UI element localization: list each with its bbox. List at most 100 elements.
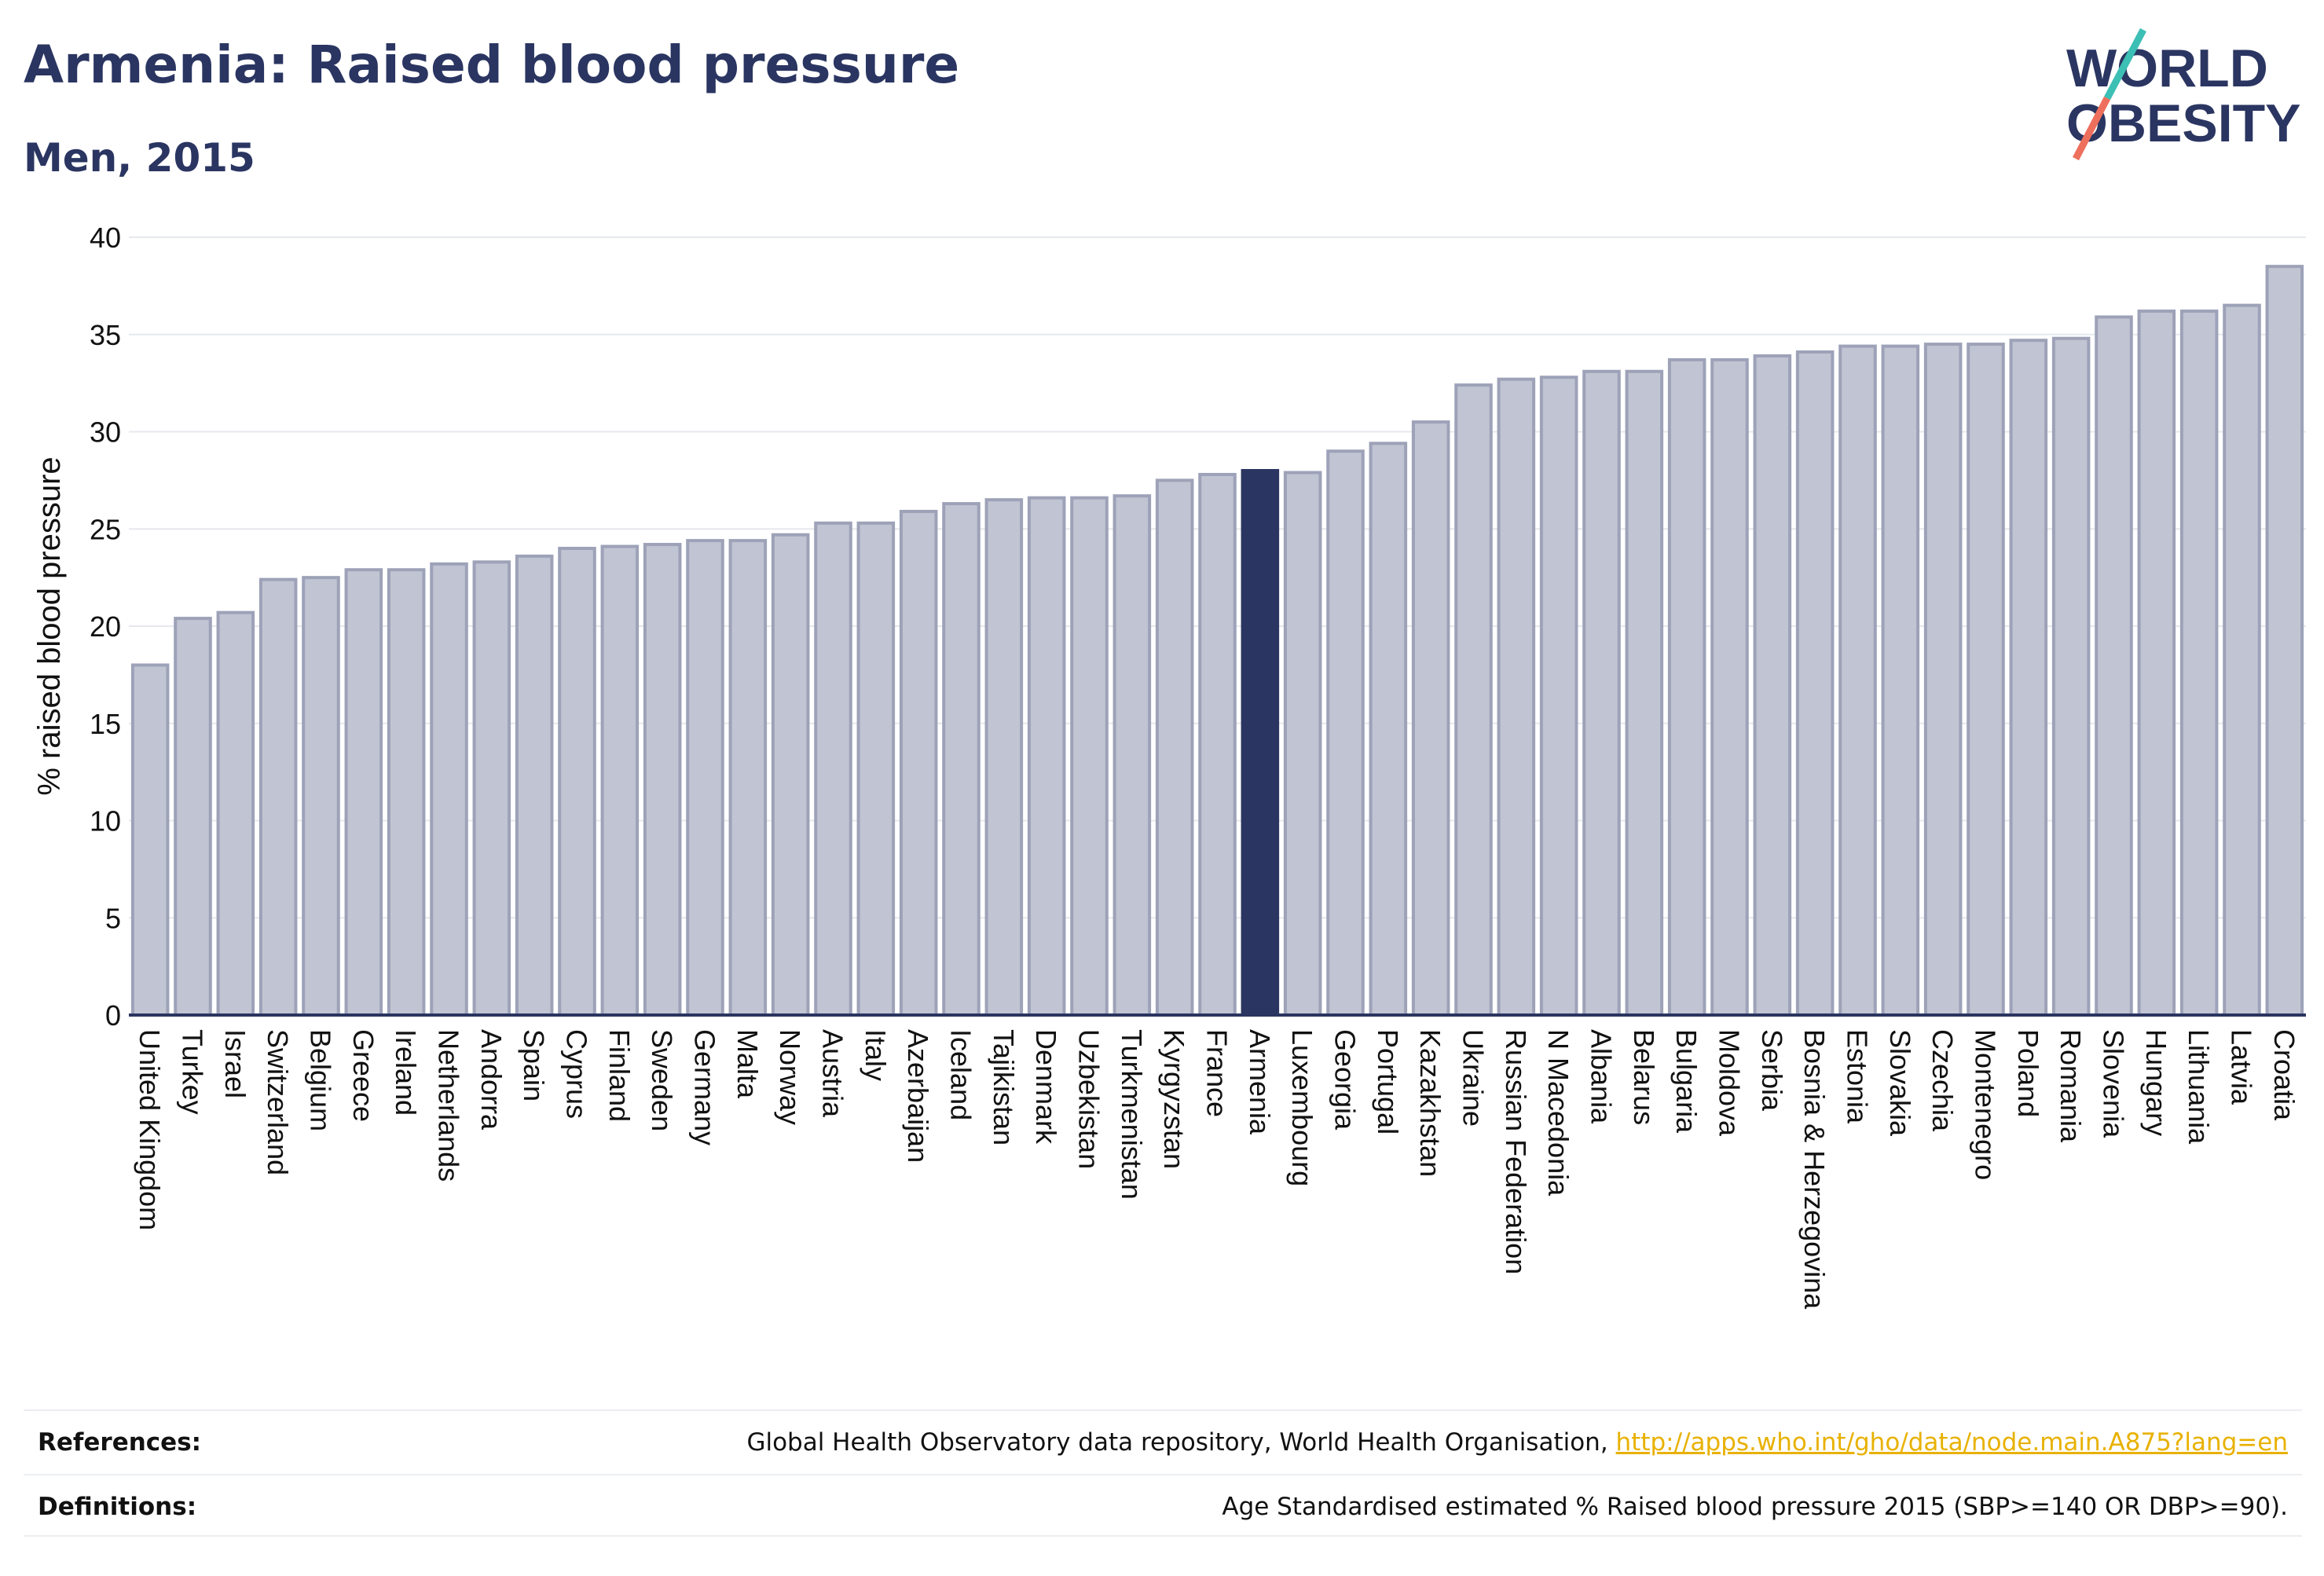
world-obesity-logo: WORLD OBESITY bbox=[2066, 27, 2301, 161]
x-tick-label: Portugal bbox=[1372, 1029, 1404, 1134]
y-axis-label: % raised blood pressure bbox=[32, 456, 67, 795]
bar bbox=[899, 509, 938, 1017]
x-tick-label: Netherlands bbox=[433, 1029, 465, 1182]
x-tick-label: N Macedonia bbox=[1542, 1029, 1574, 1197]
bar bbox=[2095, 315, 2133, 1017]
x-tick-label: Slovenia bbox=[2098, 1029, 2130, 1138]
x-tick-label: Austria bbox=[817, 1029, 849, 1118]
bar bbox=[2223, 303, 2261, 1017]
x-tick-label: Ireland bbox=[390, 1029, 422, 1116]
bar bbox=[1070, 496, 1109, 1017]
x-tick-label: Albania bbox=[1585, 1029, 1618, 1124]
x-tick-label: Croatia bbox=[2268, 1029, 2300, 1121]
bar bbox=[2009, 339, 2048, 1017]
bar bbox=[515, 554, 554, 1017]
bar bbox=[2179, 310, 2219, 1017]
bar bbox=[1241, 469, 1280, 1017]
bar bbox=[1710, 357, 1749, 1017]
x-tick-label: Malta bbox=[731, 1029, 764, 1099]
x-tick-label: Czechia bbox=[1926, 1029, 1959, 1132]
x-tick-label: Armenia bbox=[1244, 1029, 1276, 1135]
bar bbox=[1283, 471, 1322, 1017]
x-tick-label: Iceland bbox=[945, 1029, 977, 1120]
bar bbox=[686, 539, 724, 1017]
bar bbox=[387, 568, 426, 1017]
y-tick-label: 15 bbox=[90, 708, 121, 740]
footer-divider bbox=[24, 1535, 2302, 1537]
x-tick-label: Israel bbox=[219, 1029, 251, 1098]
bar bbox=[472, 560, 511, 1017]
logo-stroke-coral bbox=[2073, 96, 2110, 161]
bar bbox=[1497, 377, 1536, 1017]
x-tick-label: Moldova bbox=[1714, 1029, 1746, 1137]
x-tick-label: Lithuania bbox=[2183, 1029, 2215, 1145]
x-tick-label: Kazakhstan bbox=[1414, 1029, 1446, 1177]
x-tick-label: Cyprus bbox=[561, 1029, 593, 1119]
y-tick-label: 10 bbox=[90, 805, 121, 837]
y-tick-label: 20 bbox=[90, 610, 121, 643]
bar bbox=[258, 577, 298, 1017]
bar bbox=[600, 544, 640, 1017]
chart-title: Armenia: Raised blood pressure bbox=[24, 35, 960, 95]
bar bbox=[1198, 472, 1237, 1017]
bar bbox=[643, 543, 682, 1017]
x-tick-label: Denmark bbox=[1030, 1029, 1062, 1145]
x-tick-label: Russian Federation bbox=[1500, 1029, 1532, 1274]
x-tick-label: Serbia bbox=[1756, 1029, 1788, 1112]
bar bbox=[814, 521, 852, 1017]
x-tick-label: Uzbekistan bbox=[1073, 1029, 1105, 1169]
y-tick-label: 30 bbox=[90, 416, 121, 449]
bar bbox=[942, 502, 981, 1017]
bar bbox=[1838, 344, 1877, 1017]
x-tick-label: Switzerland bbox=[262, 1029, 294, 1175]
x-tick-label: Spain bbox=[518, 1029, 550, 1101]
bar bbox=[1155, 478, 1194, 1017]
x-tick-label: Germany bbox=[689, 1029, 721, 1145]
x-tick-label: Latvia bbox=[2226, 1029, 2258, 1105]
x-tick-label: Montenegro bbox=[1970, 1029, 2002, 1180]
x-tick-label: Estonia bbox=[1842, 1029, 1874, 1124]
bar bbox=[174, 617, 212, 1017]
x-tick-label: Azerbaijan bbox=[902, 1029, 934, 1163]
x-tick-label: Hungary bbox=[2140, 1029, 2172, 1136]
x-tick-label: Luxembourg bbox=[1286, 1029, 1318, 1186]
x-tick-label: Italy bbox=[860, 1029, 892, 1081]
x-tick-label: Bulgaria bbox=[1670, 1029, 1703, 1134]
bar bbox=[1795, 350, 1835, 1017]
bar bbox=[344, 568, 383, 1017]
bar bbox=[1027, 496, 1066, 1017]
x-tick-label: Kyrgyzstan bbox=[1158, 1029, 1190, 1169]
x-tick-label: Sweden bbox=[646, 1029, 678, 1131]
bar bbox=[1753, 354, 1792, 1017]
bar bbox=[1967, 343, 2005, 1017]
bar bbox=[984, 498, 1024, 1017]
bar bbox=[1923, 343, 1963, 1017]
bar bbox=[2265, 265, 2304, 1017]
x-tick-label: Bosnia & Herzegovina bbox=[1798, 1029, 1831, 1310]
references-link[interactable]: http://apps.who.int/gho/data/node.main.A… bbox=[1615, 1428, 2288, 1457]
bar bbox=[1881, 344, 1920, 1017]
y-tick-label: 25 bbox=[90, 513, 121, 545]
x-tick-label: Ukraine bbox=[1457, 1029, 1490, 1127]
references-label: References: bbox=[38, 1428, 202, 1457]
bar bbox=[1582, 369, 1621, 1017]
logo-stroke-teal bbox=[2104, 27, 2146, 101]
bar bbox=[1625, 369, 1664, 1017]
x-tick-label: Slovakia bbox=[1884, 1029, 1916, 1137]
x-tick-label: United Kingdom bbox=[134, 1029, 166, 1230]
references-value: Global Health Observatory data repositor… bbox=[746, 1428, 2288, 1457]
bar bbox=[771, 533, 810, 1017]
bar bbox=[216, 610, 255, 1017]
logo-line1: WORLD bbox=[2066, 38, 2268, 98]
bar bbox=[728, 539, 768, 1017]
bar bbox=[302, 576, 340, 1017]
bar bbox=[1454, 383, 1493, 1017]
chart-subtitle: Men, 2015 bbox=[24, 135, 255, 181]
bar bbox=[130, 663, 170, 1017]
x-tick-label: Belgium bbox=[305, 1029, 337, 1131]
x-tick-label: Turkmenistan bbox=[1116, 1029, 1148, 1200]
references-row: References: Global Health Observatory da… bbox=[24, 1409, 2302, 1475]
bar bbox=[1326, 449, 1365, 1017]
definitions-value: Age Standardised estimated % Raised bloo… bbox=[1222, 1493, 2288, 1521]
definitions-label: Definitions: bbox=[38, 1493, 197, 1521]
